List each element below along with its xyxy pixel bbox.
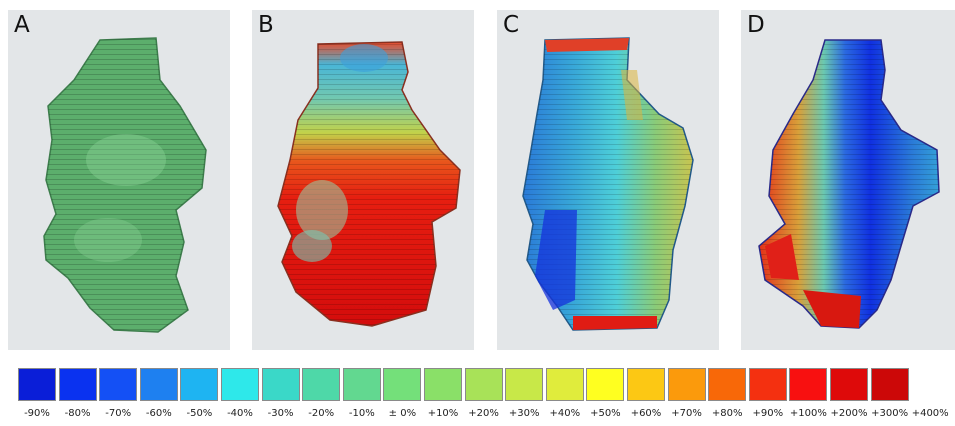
legend-tick-label: +50% (590, 408, 621, 419)
shape-c-render (522, 37, 694, 331)
legend-swatch (627, 368, 665, 401)
legend-tick-label: ± 0% (388, 408, 417, 419)
legend-tick-label: +70% (671, 408, 702, 419)
legend-swatch (99, 368, 138, 401)
legend-swatch (789, 368, 828, 401)
legend-tick-label: +20% (468, 408, 499, 419)
legend-tick-label: -40% (227, 408, 253, 419)
legend-swatch (708, 368, 747, 401)
panel-b-label: B (258, 12, 274, 38)
panel-b: B (252, 10, 474, 350)
legend-tick-label: +100% (789, 408, 827, 419)
panel-d-label: D (747, 12, 765, 38)
panel-d: D (741, 10, 955, 350)
legend-tick-label: +80% (711, 408, 743, 419)
panel-c-label: C (503, 12, 520, 38)
legend-swatch (505, 368, 544, 401)
legend-tick-label: -50% (186, 408, 213, 419)
legend-swatch (221, 368, 259, 401)
legend-swatch (870, 368, 909, 401)
legend-tick-label: -10% (348, 408, 375, 419)
legend-swatch (464, 368, 503, 401)
shape-a-render (43, 37, 207, 333)
legend-tick-label: -70% (105, 408, 132, 419)
legend-tick-label: -80% (64, 408, 91, 419)
legend-swatch (545, 368, 584, 401)
legend-tick-label: +60% (630, 408, 662, 419)
shape-d-render (758, 39, 940, 329)
shape-b-render (277, 41, 461, 327)
legend-tick-label: +30% (508, 408, 540, 419)
panel-a: A (8, 10, 230, 350)
panel-a-label: A (14, 12, 30, 38)
legend-swatch (342, 368, 381, 401)
legend-swatch (180, 368, 219, 401)
legend-tick-label: -90% (24, 408, 50, 419)
legend-tick-label: -20% (308, 408, 335, 419)
legend-swatch (261, 368, 300, 401)
legend-tick-label: -60% (145, 408, 172, 419)
legend-tick-label: +200% (830, 408, 868, 419)
legend-swatch (139, 368, 178, 401)
legend-tick-label: -30% (267, 408, 294, 419)
legend-tick-label: +40% (549, 408, 581, 419)
legend-swatch (58, 368, 97, 401)
legend-tick-label: +300% (871, 408, 909, 419)
legend-tick-label: +90% (752, 408, 784, 419)
legend-swatch (830, 368, 868, 401)
legend-swatch (667, 368, 706, 401)
panel-c: C (497, 10, 719, 350)
legend-swatch (383, 368, 422, 401)
legend-swatch (586, 368, 625, 401)
legend-swatch (302, 368, 341, 401)
legend-tick-label: +10% (427, 408, 459, 419)
legend-swatch (18, 368, 56, 401)
legend-tick-label: +400% (911, 408, 949, 419)
color-scale-legend: -90% -80% -70% -60% -50% -40% -30% -20% -10% ± 0%… (18, 368, 949, 419)
legend-swatch (424, 368, 462, 401)
legend-swatch (748, 368, 787, 401)
